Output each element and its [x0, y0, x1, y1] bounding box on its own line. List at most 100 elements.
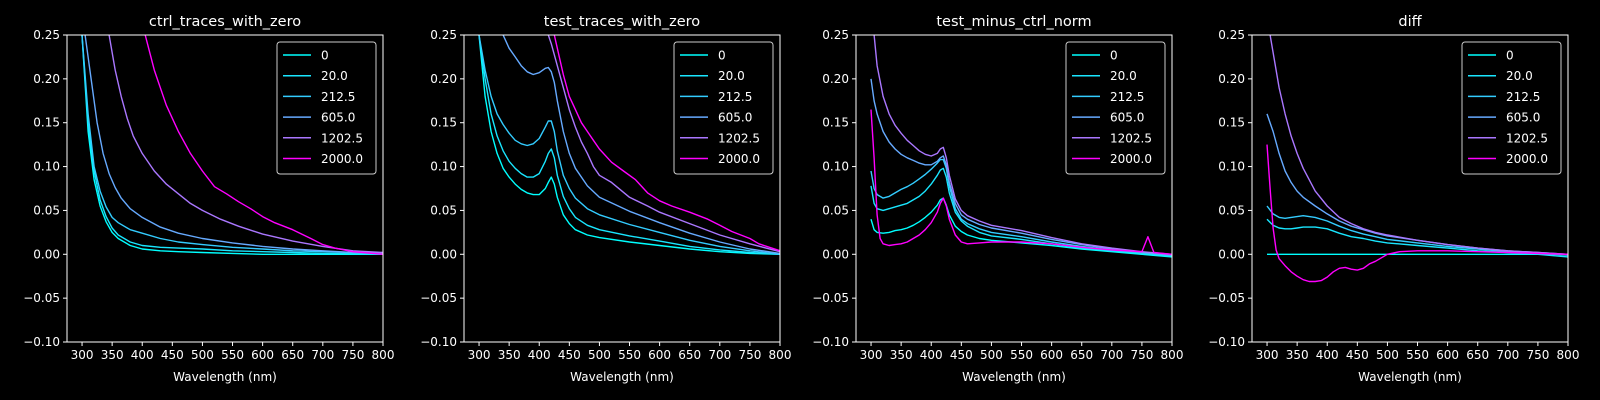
series-line-212.5	[1266, 205, 1568, 256]
x-tick-label: 450	[558, 348, 581, 362]
x-tick-label: 550	[618, 348, 641, 362]
series-group	[1266, 35, 1568, 283]
y-tick-label: −0.10	[420, 335, 457, 349]
series-line-2000.0	[144, 35, 383, 255]
legend-label: 605.0	[1110, 111, 1144, 125]
y-tick-label: 0.05	[430, 203, 457, 217]
x-tick-label: 500	[191, 348, 214, 362]
series-line-605.0	[84, 35, 383, 255]
series-line-2000.0	[1266, 144, 1568, 283]
x-tick-label: 450	[1346, 348, 1369, 362]
x-tick-label: 750	[1130, 348, 1153, 362]
x-tick-label: 300	[468, 348, 491, 362]
series-line-0	[81, 35, 383, 256]
x-tick-label: 650	[1466, 348, 1489, 362]
x-tick-label: 450	[950, 348, 973, 362]
legend: 0 20.0 212.5 605.0 1202.5 2000.0	[276, 41, 377, 175]
legend-label: 2000.0	[321, 152, 363, 166]
x-tick-label: 550	[1406, 348, 1429, 362]
y-tick-label: 0.15	[822, 116, 849, 130]
x-tick-label: 600	[1040, 348, 1063, 362]
x-tick-label: 500	[588, 348, 611, 362]
x-axis-label: Wavelength (nm)	[1358, 370, 1462, 384]
y-tick-label: 0.20	[33, 72, 60, 86]
legend-label: 1202.5	[1110, 131, 1152, 145]
legend-label: 2000.0	[718, 152, 760, 166]
x-tick-label: 800	[372, 348, 395, 362]
legend-label: 20.0	[321, 69, 348, 83]
series-group	[478, 35, 780, 255]
y-tick-label: −0.05	[812, 291, 849, 305]
x-tick-label: 700	[1100, 348, 1123, 362]
series-line-1202.5	[1269, 35, 1568, 255]
legend: 0 20.0 212.5 605.0 1202.5 2000.0	[1461, 41, 1562, 175]
x-tick-label: 650	[281, 348, 304, 362]
y-tick-label: 0.25	[1218, 28, 1245, 42]
y-tick-label: 0.20	[430, 72, 457, 86]
legend-label: 1202.5	[718, 131, 760, 145]
series-line-1202.5	[108, 35, 383, 254]
x-tick-label: 300	[71, 348, 94, 362]
y-tick-label: 0.15	[33, 116, 60, 130]
x-tick-label: 600	[1436, 348, 1459, 362]
x-tick-label: 600	[251, 348, 274, 362]
chart-panel-1: 300 350 400 450 500 550 600 650 700 750 800 −0.10 −0…	[23, 14, 394, 384]
y-tick-label: −0.05	[23, 291, 60, 305]
series-line-1202.5	[547, 35, 780, 253]
chart-title: ctrl_traces_with_zero	[149, 14, 301, 30]
y-tick-label: 0.05	[1218, 203, 1245, 217]
y-tick-label: −0.05	[420, 291, 457, 305]
x-tick-label: 400	[1316, 348, 1339, 362]
y-tick-label: 0.25	[33, 28, 60, 42]
series-line-20.0	[81, 35, 383, 255]
chart-title: test_traces_with_zero	[544, 14, 701, 30]
legend-label: 20.0	[1506, 69, 1533, 83]
series-line-2000.0	[870, 109, 1172, 255]
series-line-1202.5	[873, 35, 1172, 255]
series-line-2000.0	[553, 35, 780, 252]
y-tick-label: −0.10	[23, 335, 60, 349]
legend-label: 20.0	[1110, 69, 1137, 83]
x-tick-label: 800	[1161, 348, 1184, 362]
x-tick-label: 300	[860, 348, 883, 362]
y-tick-label: 0.25	[822, 28, 849, 42]
y-tick-label: 0.10	[33, 160, 60, 174]
y-tick-label: 0.05	[822, 203, 849, 217]
series-line-605.0	[502, 35, 780, 255]
series-line-212.5	[478, 35, 780, 255]
x-tick-label: 550	[221, 348, 244, 362]
y-tick-label: 0.20	[822, 72, 849, 86]
x-tick-label: 350	[101, 348, 124, 362]
x-tick-label: 750	[738, 348, 761, 362]
x-tick-label: 500	[1376, 348, 1399, 362]
series-line-0	[478, 35, 780, 255]
series-line-212.5	[870, 158, 1172, 256]
chart-title: diff	[1398, 14, 1422, 30]
y-tick-label: 0.10	[430, 160, 457, 174]
y-tick-label: 0.00	[822, 247, 849, 261]
x-axis-label: Wavelength (nm)	[962, 370, 1066, 384]
legend-label: 605.0	[718, 111, 752, 125]
legend: 0 20.0 212.5 605.0 1202.5 2000.0	[673, 41, 774, 175]
series-line-0	[870, 197, 1172, 258]
y-tick-label: 0.10	[822, 160, 849, 174]
y-tick-label: 0.15	[1218, 116, 1245, 130]
y-tick-label: 0.15	[430, 116, 457, 130]
y-tick-label: 0.00	[430, 247, 457, 261]
legend-label: 212.5	[1110, 90, 1144, 104]
legend-label: 605.0	[321, 111, 355, 125]
x-tick-label: 600	[648, 348, 671, 362]
x-axis-label: Wavelength (nm)	[173, 370, 277, 384]
x-tick-label: 700	[1496, 348, 1519, 362]
x-tick-label: 400	[528, 348, 551, 362]
legend: 0 20.0 212.5 605.0 1202.5 2000.0	[1065, 41, 1166, 175]
legend-label: 0	[1506, 49, 1514, 63]
chart-panel-4: 300 350 400 450 500 550 600 650 700 750 800 −0.10 −0…	[1208, 14, 1579, 384]
x-tick-label: 750	[341, 348, 364, 362]
legend-label: 0	[718, 49, 726, 63]
series-line-212.5	[81, 35, 383, 255]
legend-label: 20.0	[718, 69, 745, 83]
x-tick-label: 550	[1010, 348, 1033, 362]
legend-label: 1202.5	[321, 131, 363, 145]
